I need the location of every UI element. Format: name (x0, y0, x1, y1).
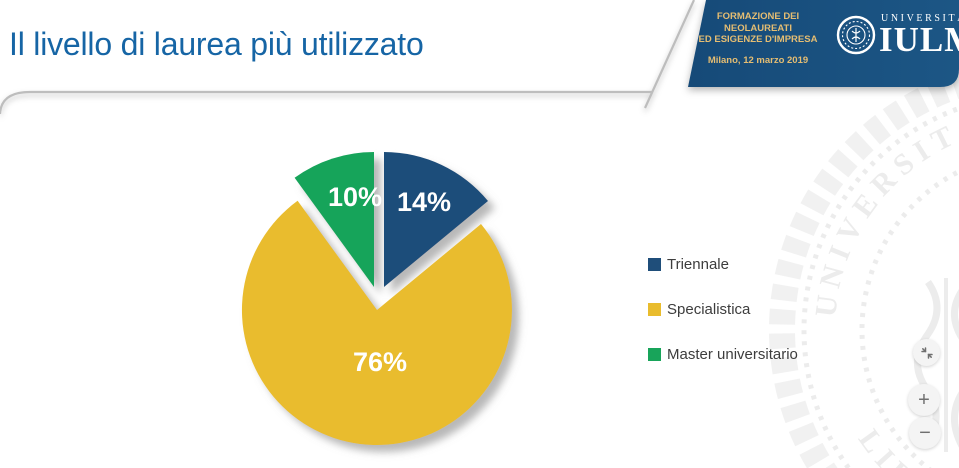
legend-label-triennale: Triennale (667, 255, 729, 273)
legend-swatch-triennale (648, 257, 661, 271)
event-title-line1: FORMAZIONE DEI (716, 11, 800, 22)
compress-icon (920, 346, 933, 359)
legend-item-master: Master universitario (648, 345, 798, 363)
university-seal-icon (836, 15, 876, 55)
pie-label-triennale: 14% (397, 187, 451, 217)
event-title-line2: NEOLAUREATI (724, 22, 792, 34)
logo-wordmark-iulm: IULM (879, 20, 959, 59)
legend-label-master: Master universitario (667, 345, 798, 363)
zoom-in-button[interactable]: + (908, 384, 940, 416)
legend-swatch-master (648, 347, 661, 361)
fit-to-screen-button[interactable] (913, 339, 940, 366)
legend-label-specialistica: Specialistica (667, 300, 751, 318)
pie-label-master: 10% (328, 182, 382, 212)
pie-label-specialistica: 76% (353, 347, 407, 377)
legend-item-triennale: Triennale (648, 255, 798, 273)
page-title: Il livello di laurea più utilizzato (9, 26, 424, 62)
pie-slice-specialistica (241, 200, 512, 446)
event-title-line3: ED ESIGENZE D'IMPRESA (698, 34, 818, 45)
legend-item-specialistica: Specialistica (648, 300, 798, 318)
header-divider-line (0, 0, 696, 115)
zoom-out-button[interactable]: − (909, 417, 941, 449)
chart-legend: Triennale Specialistica Master universit… (648, 256, 798, 391)
university-logo: UNIVERSITÀ IULM (834, 11, 959, 67)
legend-swatch-specialistica (648, 302, 661, 316)
event-banner-shape (688, 0, 959, 87)
logo-wordmark-universita: UNIVERSITÀ (881, 13, 959, 24)
event-banner: FORMAZIONE DEI NEOLAUREATI ED ESIGENZE D… (694, 11, 822, 66)
pie-slice-master (294, 152, 374, 287)
pie-slice-triennale (384, 152, 488, 287)
event-date: Milano, 12 marzo 2019 (707, 54, 809, 66)
